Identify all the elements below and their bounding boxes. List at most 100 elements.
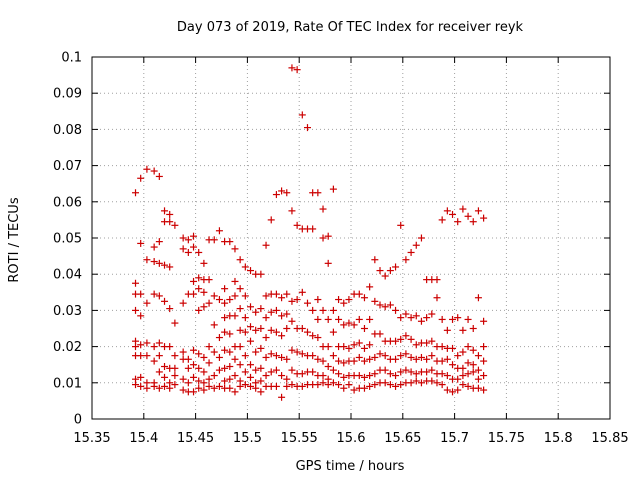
data-point — [241, 263, 249, 271]
data-point — [221, 285, 229, 293]
data-point — [298, 382, 306, 390]
data-point — [474, 207, 482, 215]
data-point — [386, 301, 394, 309]
data-point — [324, 232, 332, 240]
data-point — [407, 368, 415, 376]
data-point — [171, 352, 179, 360]
data-point — [252, 326, 260, 334]
data-point — [293, 66, 301, 74]
data-point — [449, 388, 457, 396]
data-point — [226, 375, 234, 383]
data-point — [210, 348, 218, 356]
data-point — [454, 218, 462, 226]
data-point — [231, 355, 239, 363]
data-point — [272, 382, 280, 390]
data-point — [257, 388, 265, 396]
data-point — [309, 306, 317, 314]
data-point — [236, 305, 244, 313]
data-point — [241, 381, 249, 389]
data-point — [155, 172, 163, 180]
data-point — [155, 384, 163, 392]
y-tick-label: 0.01 — [53, 376, 82, 391]
data-point — [407, 353, 415, 361]
data-point — [166, 263, 174, 271]
data-point — [417, 379, 425, 387]
data-point — [371, 297, 379, 305]
data-point — [210, 372, 218, 380]
data-point — [283, 325, 291, 332]
data-point — [480, 372, 488, 380]
data-point — [272, 306, 280, 314]
data-point — [314, 334, 322, 342]
data-point — [252, 384, 260, 392]
data-point — [262, 353, 270, 361]
data-point — [412, 312, 420, 320]
data-point — [417, 234, 425, 242]
x-tick-label: 15.65 — [384, 431, 421, 446]
data-point — [257, 364, 265, 372]
data-point — [454, 314, 462, 322]
data-point — [226, 363, 234, 371]
data-point — [386, 381, 394, 389]
data-point — [319, 372, 327, 380]
data-point — [298, 325, 306, 332]
data-point — [397, 368, 405, 376]
data-point — [345, 296, 353, 304]
x-axis-tick-labels: 15.35 15.4 15.45 15.5 15.55 15.6 15.65 15.7 15.7… — [73, 431, 628, 446]
data-point — [262, 241, 270, 249]
data-point — [428, 366, 436, 374]
data-point — [150, 243, 158, 251]
y-tick-label: 0.04 — [53, 268, 82, 283]
data-point — [438, 370, 446, 378]
data-point — [459, 348, 467, 356]
data-point — [241, 352, 249, 360]
data-point — [428, 377, 436, 385]
data-point — [132, 189, 140, 197]
data-point — [267, 350, 275, 358]
data-point — [449, 210, 457, 218]
data-point — [166, 218, 174, 226]
data-point — [474, 352, 482, 360]
data-point — [298, 350, 306, 358]
data-point — [392, 263, 400, 271]
data-point — [474, 375, 482, 383]
data-point — [314, 381, 322, 389]
data-point — [329, 185, 337, 193]
data-point — [143, 299, 151, 307]
data-point — [278, 312, 286, 320]
x-tick-label: 15.45 — [177, 431, 214, 446]
data-point — [267, 216, 275, 224]
data-point — [247, 267, 255, 275]
data-point — [221, 346, 229, 354]
data-point — [257, 377, 265, 385]
data-point — [283, 290, 291, 298]
data-point — [226, 296, 234, 304]
data-point — [474, 384, 482, 392]
data-point — [166, 384, 174, 392]
data-point — [309, 332, 317, 340]
x-tick-label: 15.55 — [281, 431, 318, 446]
data-point — [449, 344, 457, 352]
data-point — [464, 343, 472, 351]
data-point — [195, 364, 203, 372]
data-point — [298, 111, 306, 119]
data-point — [288, 64, 296, 72]
data-point — [423, 314, 431, 322]
data-point — [314, 296, 322, 304]
data-point — [143, 165, 151, 173]
data-point — [402, 350, 410, 358]
data-point — [319, 205, 327, 213]
data-point — [386, 267, 394, 275]
data-point — [226, 384, 234, 392]
data-point — [407, 248, 415, 256]
data-point — [179, 234, 187, 242]
data-point — [226, 238, 234, 246]
data-point — [200, 379, 208, 387]
data-point — [335, 357, 343, 365]
data-point — [355, 353, 363, 361]
data-point — [459, 326, 467, 334]
data-point — [350, 321, 358, 329]
data-point — [283, 355, 291, 363]
data-point — [443, 207, 451, 215]
